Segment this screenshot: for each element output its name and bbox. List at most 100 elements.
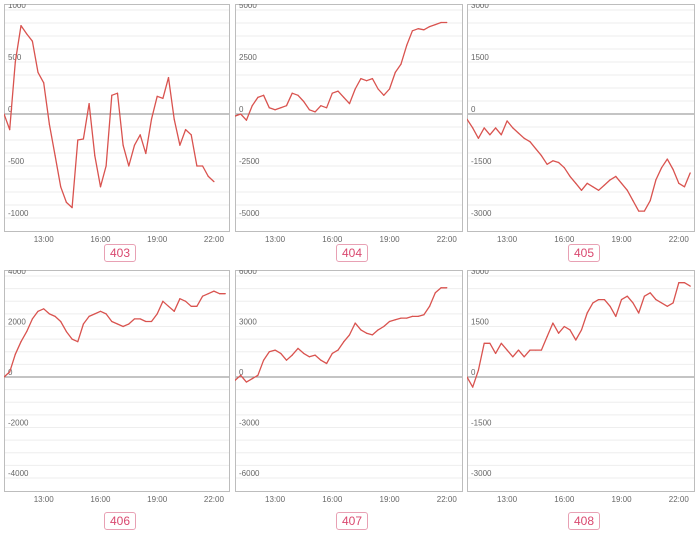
data-point	[48, 313, 50, 315]
data-point	[535, 349, 537, 351]
x-tick-label: 22:00	[437, 235, 458, 244]
data-point	[111, 94, 113, 96]
data-point	[626, 295, 628, 297]
data-point	[552, 322, 554, 324]
data-point	[213, 181, 215, 183]
data-point	[406, 44, 408, 46]
data-point	[348, 103, 351, 105]
x-tick-label: 19:00	[147, 235, 168, 244]
data-point	[285, 359, 288, 361]
data-point	[394, 71, 396, 73]
chart-label-badge[interactable]: 408	[568, 512, 601, 530]
data-point	[179, 144, 181, 146]
data-point	[678, 282, 680, 284]
chart-label-badge[interactable]: 404	[336, 244, 369, 262]
data-point	[37, 71, 39, 73]
data-point	[371, 334, 373, 336]
data-point	[417, 315, 419, 317]
chart-panel-407: 6000 3000 0 -3000 -6000 13:00 16:00 19:00 22:00	[235, 270, 463, 516]
data-point	[483, 342, 485, 344]
data-point	[257, 374, 259, 376]
data-point	[529, 349, 531, 351]
data-point	[167, 305, 170, 307]
plot-frame	[467, 270, 695, 492]
y-tick-label: 0	[471, 105, 476, 114]
data-point	[546, 163, 548, 165]
x-tick-label: 22:00	[204, 495, 225, 504]
y-tick-label: 5000	[239, 4, 257, 10]
data-point	[672, 302, 674, 304]
data-point	[666, 158, 668, 160]
data-point	[592, 302, 594, 304]
x-tick-label: 16:00	[322, 495, 343, 504]
chart-label-badge[interactable]: 403	[104, 244, 137, 262]
data-point	[71, 338, 73, 340]
chart-svg-406: 4000 2000 0 -2000 -4000 13:00 16:00 19:00 22:00	[4, 270, 230, 504]
series-line-405	[467, 118, 691, 212]
y-tick-label: -3000	[239, 419, 260, 428]
plot-frame	[467, 4, 695, 232]
data-point	[411, 30, 414, 32]
data-point	[638, 210, 640, 212]
x-tick-label: 19:00	[612, 495, 633, 504]
data-point	[523, 137, 525, 139]
data-point	[20, 341, 22, 343]
data-point	[477, 369, 480, 371]
data-point	[77, 139, 79, 141]
data-point	[388, 320, 391, 323]
chart-label-badge[interactable]: 406	[104, 512, 137, 530]
data-point	[440, 21, 442, 24]
chart-label-badge[interactable]: 405	[568, 244, 601, 262]
data-point	[37, 310, 39, 312]
data-point	[371, 78, 373, 80]
x-tick-label: 13:00	[265, 235, 286, 244]
chart-label-badge[interactable]: 407	[336, 512, 369, 530]
y-tick-label: -5000	[239, 209, 260, 218]
data-point	[423, 314, 425, 316]
y-tick-label: -3000	[471, 469, 492, 478]
data-point	[88, 315, 90, 317]
data-point	[626, 189, 628, 191]
data-point	[280, 352, 282, 355]
data-point	[105, 165, 107, 167]
y-tick-label: 3000	[471, 4, 489, 10]
y-tick-label: 0	[239, 368, 244, 377]
y-tick-label: 3000	[471, 270, 489, 276]
data-point	[251, 378, 253, 380]
data-point	[366, 80, 368, 82]
data-point	[563, 325, 565, 328]
data-point	[689, 285, 691, 287]
data-point	[308, 356, 311, 358]
y-tick-label: 4000	[8, 270, 26, 276]
data-point	[4, 376, 5, 378]
data-point	[190, 305, 192, 307]
data-point	[54, 155, 56, 157]
data-point	[683, 282, 686, 284]
data-point	[88, 103, 90, 105]
data-point	[360, 329, 362, 331]
data-point	[557, 161, 560, 164]
data-point	[257, 96, 259, 98]
x-tick-label: 22:00	[437, 495, 458, 504]
data-point	[472, 386, 474, 388]
x-tick-label: 16:00	[322, 235, 343, 244]
data-point	[224, 293, 226, 295]
data-point	[467, 376, 468, 378]
data-point	[632, 200, 634, 202]
data-point	[150, 118, 153, 120]
data-point	[173, 118, 175, 120]
data-point	[268, 351, 270, 353]
x-tick-label: 19:00	[380, 495, 401, 504]
data-point	[251, 105, 253, 107]
data-point	[48, 123, 50, 125]
y-tick-label: 2500	[239, 53, 257, 62]
y-tick-label: 6000	[239, 270, 257, 276]
data-point	[495, 127, 497, 129]
x-tick-label: 16:00	[90, 235, 111, 244]
data-point	[150, 320, 153, 323]
data-point	[325, 107, 328, 109]
data-point	[683, 186, 686, 188]
data-point	[291, 354, 293, 356]
data-point	[575, 339, 577, 341]
data-point	[60, 186, 62, 188]
